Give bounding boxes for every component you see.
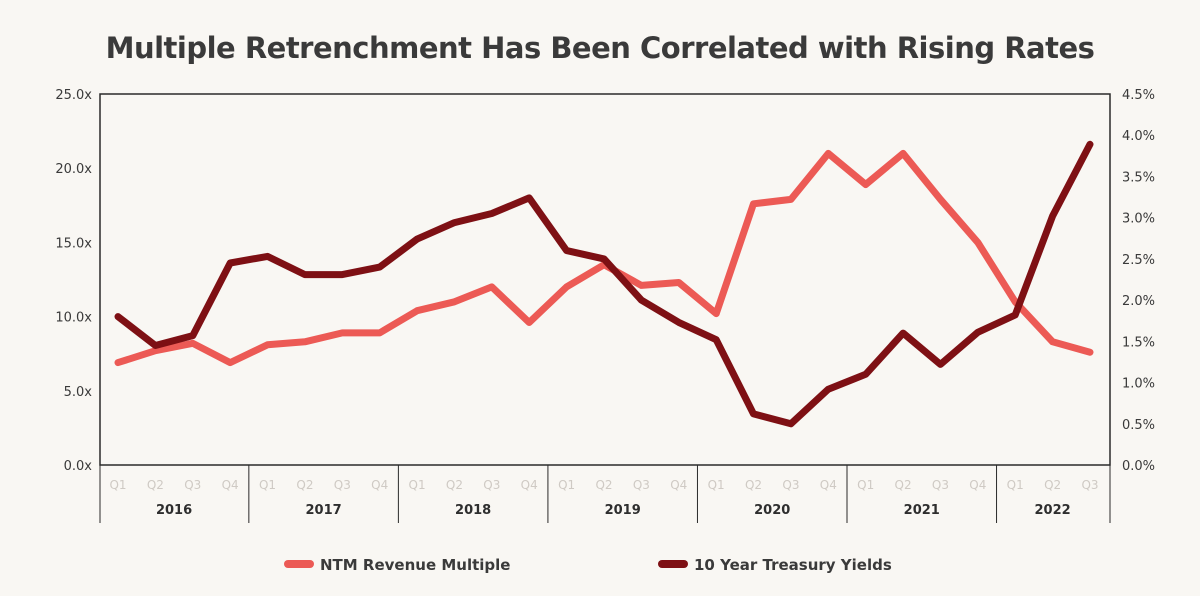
right-tick-label: 2.0% [1122, 294, 1155, 309]
quarter-label: Q3 [334, 478, 351, 492]
chart-title: Multiple Retrenchment Has Been Correlate… [106, 31, 1095, 65]
plot-area-frame [99, 93, 1111, 466]
legend: NTM Revenue Multiple 10 Year Treasury Yie… [284, 556, 892, 574]
year-label: 2022 [1035, 503, 1071, 518]
quarter-label: Q2 [147, 478, 164, 492]
left-tick-label: 15.0x [55, 236, 92, 251]
right-tick-label: 3.5% [1122, 170, 1155, 185]
quarter-label: Q1 [1007, 478, 1024, 492]
legend-label: NTM Revenue Multiple [320, 556, 510, 574]
left-tick-label: 0.0x [64, 459, 93, 474]
quarter-label: Q1 [409, 478, 426, 492]
right-tick-label: 1.0% [1122, 377, 1155, 392]
right-tick-label: 0.0% [1122, 459, 1155, 474]
left-axis: 0.0x 5.0x 10.0x 15.0x 20.0x 25.0x [55, 88, 92, 474]
left-tick-label: 25.0x [55, 88, 92, 103]
left-tick-label: 10.0x [55, 311, 92, 326]
ntm-revenue-multiple-line [114, 149, 1094, 367]
quarter-label: Q2 [595, 478, 612, 492]
quarter-label: Q4 [670, 478, 687, 492]
right-tick-label: 4.5% [1122, 88, 1155, 103]
quarter-label: Q3 [1081, 478, 1098, 492]
left-tick-label: 20.0x [55, 162, 92, 177]
year-label: 2017 [306, 503, 342, 518]
quarter-label: Q1 [259, 478, 276, 492]
quarter-label: Q4 [371, 478, 388, 492]
year-label: 2020 [754, 503, 790, 518]
quarter-label: Q4 [222, 478, 239, 492]
year-label: 2016 [156, 503, 192, 518]
right-axis: 0.0% 0.5% 1.0% 1.5% 2.0% 2.5% 3.0% 3.5% 4.0% 4.5% [1122, 88, 1155, 474]
series-lines [114, 140, 1094, 428]
treasury-yield-line [114, 140, 1094, 428]
quarter-label: Q2 [895, 478, 912, 492]
quarter-label: Q4 [969, 478, 986, 492]
quarter-label: Q2 [446, 478, 463, 492]
quarter-label: Q3 [633, 478, 650, 492]
quarter-label: Q1 [857, 478, 874, 492]
year-label: 2018 [455, 503, 491, 518]
quarter-label: Q2 [1044, 478, 1061, 492]
right-tick-label: 0.5% [1122, 418, 1155, 433]
quarter-label: Q2 [296, 478, 313, 492]
year-label: 2019 [605, 503, 641, 518]
quarter-label: Q3 [782, 478, 799, 492]
left-tick-label: 5.0x [64, 385, 93, 400]
quarter-label: Q4 [521, 478, 538, 492]
quarter-label: Q1 [558, 478, 575, 492]
quarter-label: Q3 [932, 478, 949, 492]
quarter-label: Q1 [708, 478, 725, 492]
quarter-label: Q3 [184, 478, 201, 492]
right-tick-label: 2.5% [1122, 253, 1155, 268]
quarter-label: Q1 [109, 478, 126, 492]
year-label: 2021 [904, 503, 940, 518]
legend-label: 10 Year Treasury Yields [694, 556, 892, 574]
quarter-label: Q4 [820, 478, 837, 492]
x-axis: Q1 Q2 Q3 Q4 Q1 Q2 Q3 Q4 Q1 Q2 Q3 Q4 Q1 Q2 Q3 Q4 Q1 Q2 Q3 Q4… [99, 465, 1111, 523]
quarter-label: Q2 [745, 478, 762, 492]
right-tick-label: 4.0% [1122, 129, 1155, 144]
right-tick-label: 3.0% [1122, 212, 1155, 227]
quarter-label: Q3 [483, 478, 500, 492]
right-tick-label: 1.5% [1122, 335, 1155, 350]
